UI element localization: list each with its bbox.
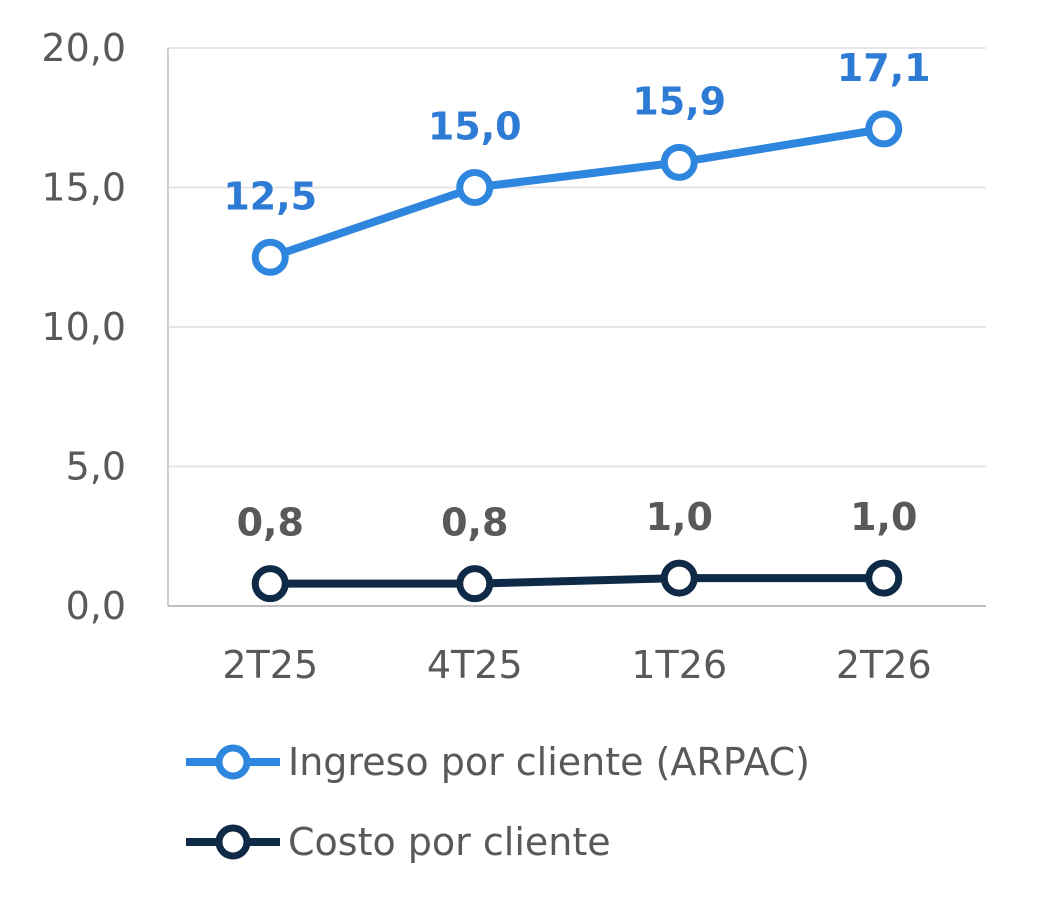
series-group: 12,5 15,0 15,9 17,1 0,8 0,8 1,0 1,0 bbox=[223, 46, 931, 603]
data-label: 15,0 bbox=[428, 105, 522, 149]
legend-label: Costo por cliente bbox=[288, 820, 611, 864]
series-line bbox=[270, 574, 884, 588]
x-axis-ticks: 2T25 4T25 1T26 2T26 bbox=[222, 643, 931, 687]
data-label: 12,5 bbox=[223, 174, 317, 218]
legend-marker bbox=[215, 744, 251, 780]
y-tick-label: 20,0 bbox=[41, 26, 126, 70]
y-tick-label: 5,0 bbox=[66, 445, 126, 489]
legend-item: Ingreso por cliente (ARPAC) bbox=[186, 740, 810, 784]
grid-lines bbox=[168, 47, 986, 468]
y-axis-ticks: 0,0 5,0 10,0 15,0 20,0 bbox=[41, 26, 126, 628]
data-label: 15,9 bbox=[632, 79, 726, 123]
y-tick-label: 0,0 bbox=[66, 584, 126, 628]
legend-label: Ingreso por cliente (ARPAC) bbox=[288, 740, 810, 784]
data-point bbox=[865, 559, 903, 597]
legend-item: Costo por cliente bbox=[186, 820, 611, 864]
data-point bbox=[456, 565, 494, 603]
legend-marker bbox=[215, 824, 251, 860]
data-point bbox=[251, 238, 289, 276]
data-point bbox=[865, 110, 903, 148]
data-label: 1,0 bbox=[850, 495, 917, 539]
y-tick-label: 10,0 bbox=[41, 305, 126, 349]
series-ingreso: 12,5 15,0 15,9 17,1 bbox=[223, 46, 931, 276]
x-tick-label: 2T25 bbox=[222, 643, 318, 687]
series-line bbox=[268, 124, 885, 262]
data-point bbox=[660, 559, 698, 597]
data-label: 17,1 bbox=[837, 46, 931, 90]
y-tick-label: 15,0 bbox=[41, 166, 126, 210]
x-tick-label: 1T26 bbox=[631, 643, 727, 687]
data-label: 0,8 bbox=[237, 501, 304, 545]
data-point bbox=[660, 143, 698, 181]
legend: Ingreso por cliente (ARPAC) Costo por cli… bbox=[186, 740, 810, 864]
data-point bbox=[456, 169, 494, 206]
data-label: 1,0 bbox=[646, 495, 713, 539]
x-tick-label: 2T26 bbox=[836, 643, 932, 687]
series-costo: 0,8 0,8 1,0 1,0 bbox=[237, 495, 917, 603]
x-tick-label: 4T25 bbox=[427, 643, 523, 687]
data-label: 0,8 bbox=[441, 501, 508, 545]
data-point bbox=[251, 565, 289, 603]
